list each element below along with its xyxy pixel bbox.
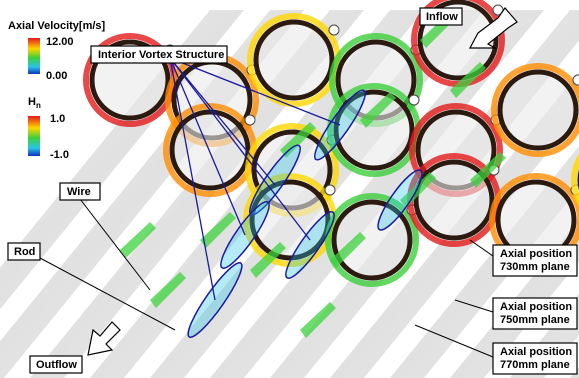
plane-label: Axial position xyxy=(500,248,572,260)
velocity-title: Axial Velocity[m/s] xyxy=(8,20,106,32)
plane-label: 770mm plane xyxy=(500,359,570,371)
helicity-min: -1.0 xyxy=(50,149,69,161)
rod-label: Rod xyxy=(14,246,35,258)
outflow-label: Outflow xyxy=(36,359,77,371)
wire-dot xyxy=(245,115,255,125)
plane-label: Axial position xyxy=(500,346,572,358)
wire-label: Wire xyxy=(67,186,91,198)
wire-dot xyxy=(329,25,339,35)
plate-hole xyxy=(500,72,576,148)
plane-label: 750mm plane xyxy=(500,314,570,326)
wire-dot xyxy=(409,95,419,105)
helicity-max: 1.0 xyxy=(50,113,65,125)
plate-hole xyxy=(256,22,332,98)
wire-dot xyxy=(573,75,579,85)
plane-label: Axial position xyxy=(500,301,572,313)
figure: Axial Velocity[m/s] 12.00 0.00 Hn 1.0 -1… xyxy=(0,0,579,378)
velocity-min: 0.00 xyxy=(46,70,67,82)
plane-label: 730mm plane xyxy=(500,261,570,273)
inflow-label: Inflow xyxy=(426,11,458,23)
vortex-label: Interior Vortex Structure xyxy=(98,49,224,61)
velocity-colorbar xyxy=(28,38,40,74)
wire-dot xyxy=(325,185,335,195)
velocity-max: 12.00 xyxy=(46,36,74,48)
helicity-colorbar xyxy=(28,116,40,156)
plate-hole xyxy=(172,112,248,188)
